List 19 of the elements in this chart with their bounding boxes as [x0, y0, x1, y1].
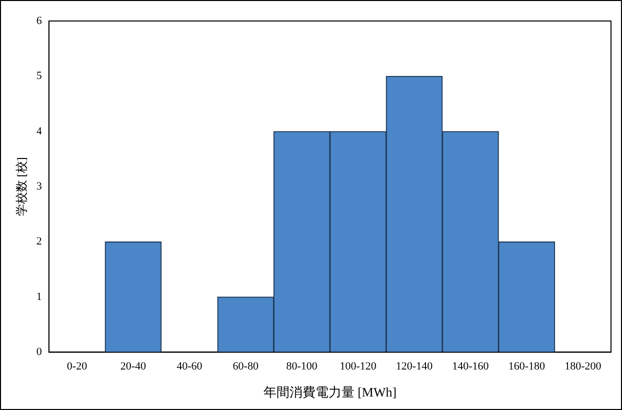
- y-tick-label: 1: [36, 290, 42, 303]
- x-tick-label: 100-120: [340, 360, 377, 373]
- y-tick-label: 3: [36, 180, 42, 192]
- y-tick-label: 6: [36, 14, 42, 27]
- x-tick-label: 180-200: [564, 360, 602, 373]
- x-tick-label: 160-180: [508, 360, 546, 373]
- x-tick-label: 60-80: [232, 360, 259, 373]
- y-tick-label: 0: [36, 346, 42, 358]
- y-axis-title: 学校数 [校]: [14, 157, 28, 216]
- x-tick-label: 80-100: [286, 360, 318, 373]
- x-axis-title: 年間消費電力量 [MWh]: [263, 384, 397, 400]
- x-tick-label: 40-60: [176, 360, 203, 373]
- x-tick-label: 0-20: [66, 360, 88, 373]
- x-tick-label: 20-40: [120, 360, 147, 373]
- x-tick-label: 120-140: [396, 360, 434, 373]
- y-tick-label: 4: [36, 125, 42, 138]
- y-tick-label: 2: [36, 236, 42, 248]
- y-tick-label: 5: [36, 70, 42, 82]
- x-tick-label: 140-160: [452, 360, 490, 373]
